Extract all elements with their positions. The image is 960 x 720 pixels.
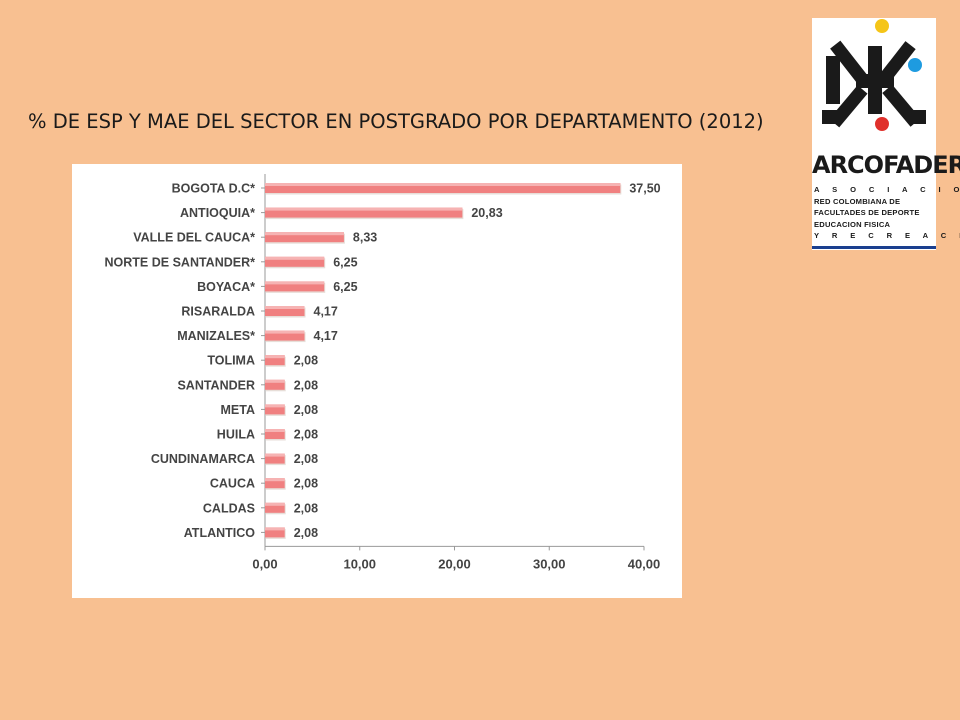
category-label: BOYACA*: [197, 280, 255, 294]
bar-chart-panel: 0,00 10,00 20,00 30,00 40,00 BOGOTA D.C* 37,50…: [72, 164, 682, 598]
value-label: 6,25: [333, 255, 357, 269]
x-tick-label: 30,00: [533, 556, 566, 571]
category-label: META: [221, 403, 256, 417]
logo-name: ARCOFADER: [812, 151, 960, 179]
bar-highlight: [265, 330, 305, 334]
category-label: CUNDINAMARCA: [151, 452, 255, 466]
logo-line: A S O C I A C I O N: [814, 185, 960, 194]
bar-highlight: [265, 527, 285, 531]
category-label: VALLE DEL CAUCA*: [133, 231, 255, 245]
category-label: CAUCA: [210, 477, 255, 491]
bar-highlight: [265, 429, 285, 432]
bar: [265, 281, 325, 292]
bar-highlight: [265, 256, 325, 260]
value-label: 8,33: [353, 231, 377, 245]
value-label: 6,25: [333, 280, 357, 294]
bar: [265, 478, 285, 489]
arcofader-logo: ARCOFADER A S O C I A C I O N RED COLOMB…: [812, 18, 960, 250]
value-label: 2,08: [294, 501, 318, 515]
value-label: 2,08: [294, 428, 318, 442]
bar-highlight: [265, 207, 463, 211]
logo-line: Y R E C R E A C I O N: [814, 231, 960, 240]
bar-highlight: [265, 478, 285, 482]
logo-line: FACULTADES DE DEPORTE: [814, 208, 920, 217]
bar: [265, 207, 463, 218]
category-label: ANTIOQUIA*: [180, 206, 255, 220]
value-label: 2,08: [294, 526, 318, 540]
category-label: RISARALDA: [181, 305, 255, 319]
slide-title: % DE ESP Y MAE DEL SECTOR EN POSTGRADO P…: [28, 110, 764, 133]
logo-tagline: A S O C I A C I O N RED COLOMBIANA DE FA…: [814, 184, 960, 242]
bar-highlight: [265, 183, 621, 186]
bar: [265, 256, 325, 267]
yellow-dot-icon: [875, 19, 889, 33]
bar-highlight: [265, 453, 285, 457]
value-label: 2,08: [294, 452, 318, 466]
bar: [265, 429, 285, 439]
category-label: HUILA: [217, 428, 255, 442]
category-label: SANTANDER: [177, 378, 255, 392]
x-tick-label: 0,00: [252, 556, 277, 571]
logo-emblem-icon: [822, 19, 926, 131]
category-label: MANIZALES*: [177, 329, 255, 343]
value-label: 2,08: [294, 378, 318, 392]
bar: [265, 404, 285, 415]
red-dot-icon: [875, 117, 889, 131]
x-tick-label: 20,00: [438, 556, 471, 571]
bar-highlight: [265, 232, 344, 236]
category-label: CALDAS: [203, 501, 255, 515]
category-label: TOLIMA: [207, 354, 255, 368]
bar-highlight: [265, 404, 285, 408]
bar: [265, 183, 621, 193]
bar-highlight: [265, 281, 325, 285]
bar: [265, 355, 285, 366]
bar-highlight: [265, 502, 285, 506]
value-label: 37,50: [629, 182, 660, 196]
value-label: 2,08: [294, 354, 318, 368]
bar: [265, 232, 344, 243]
bar-highlight: [265, 306, 305, 309]
category-label: NORTE DE SANTANDER*: [105, 255, 256, 269]
value-label: 2,08: [294, 403, 318, 417]
bar-highlight: [265, 355, 285, 359]
blue-dot-icon: [908, 58, 922, 72]
logo-underline: [812, 246, 936, 249]
bar-highlight: [265, 379, 285, 383]
x-tick-label: 40,00: [628, 556, 661, 571]
bar: [265, 306, 305, 316]
value-label: 2,08: [294, 477, 318, 491]
x-tick-label: 10,00: [343, 556, 376, 571]
value-label: 20,83: [471, 206, 502, 220]
logo-line: RED COLOMBIANA DE: [814, 196, 901, 206]
bar: [265, 330, 305, 341]
bar: [265, 527, 285, 538]
bar: [265, 502, 285, 513]
logo-line: EDUCACION FISICA: [814, 219, 891, 229]
category-label: ATLANTICO: [184, 526, 256, 540]
value-label: 4,17: [314, 329, 338, 343]
category-label: BOGOTA D.C*: [172, 182, 255, 196]
value-label: 4,17: [314, 305, 338, 319]
bar: [265, 379, 285, 390]
bar: [265, 453, 285, 464]
bar-chart: 0,00 10,00 20,00 30,00 40,00 BOGOTA D.C* 37,50…: [105, 174, 661, 571]
